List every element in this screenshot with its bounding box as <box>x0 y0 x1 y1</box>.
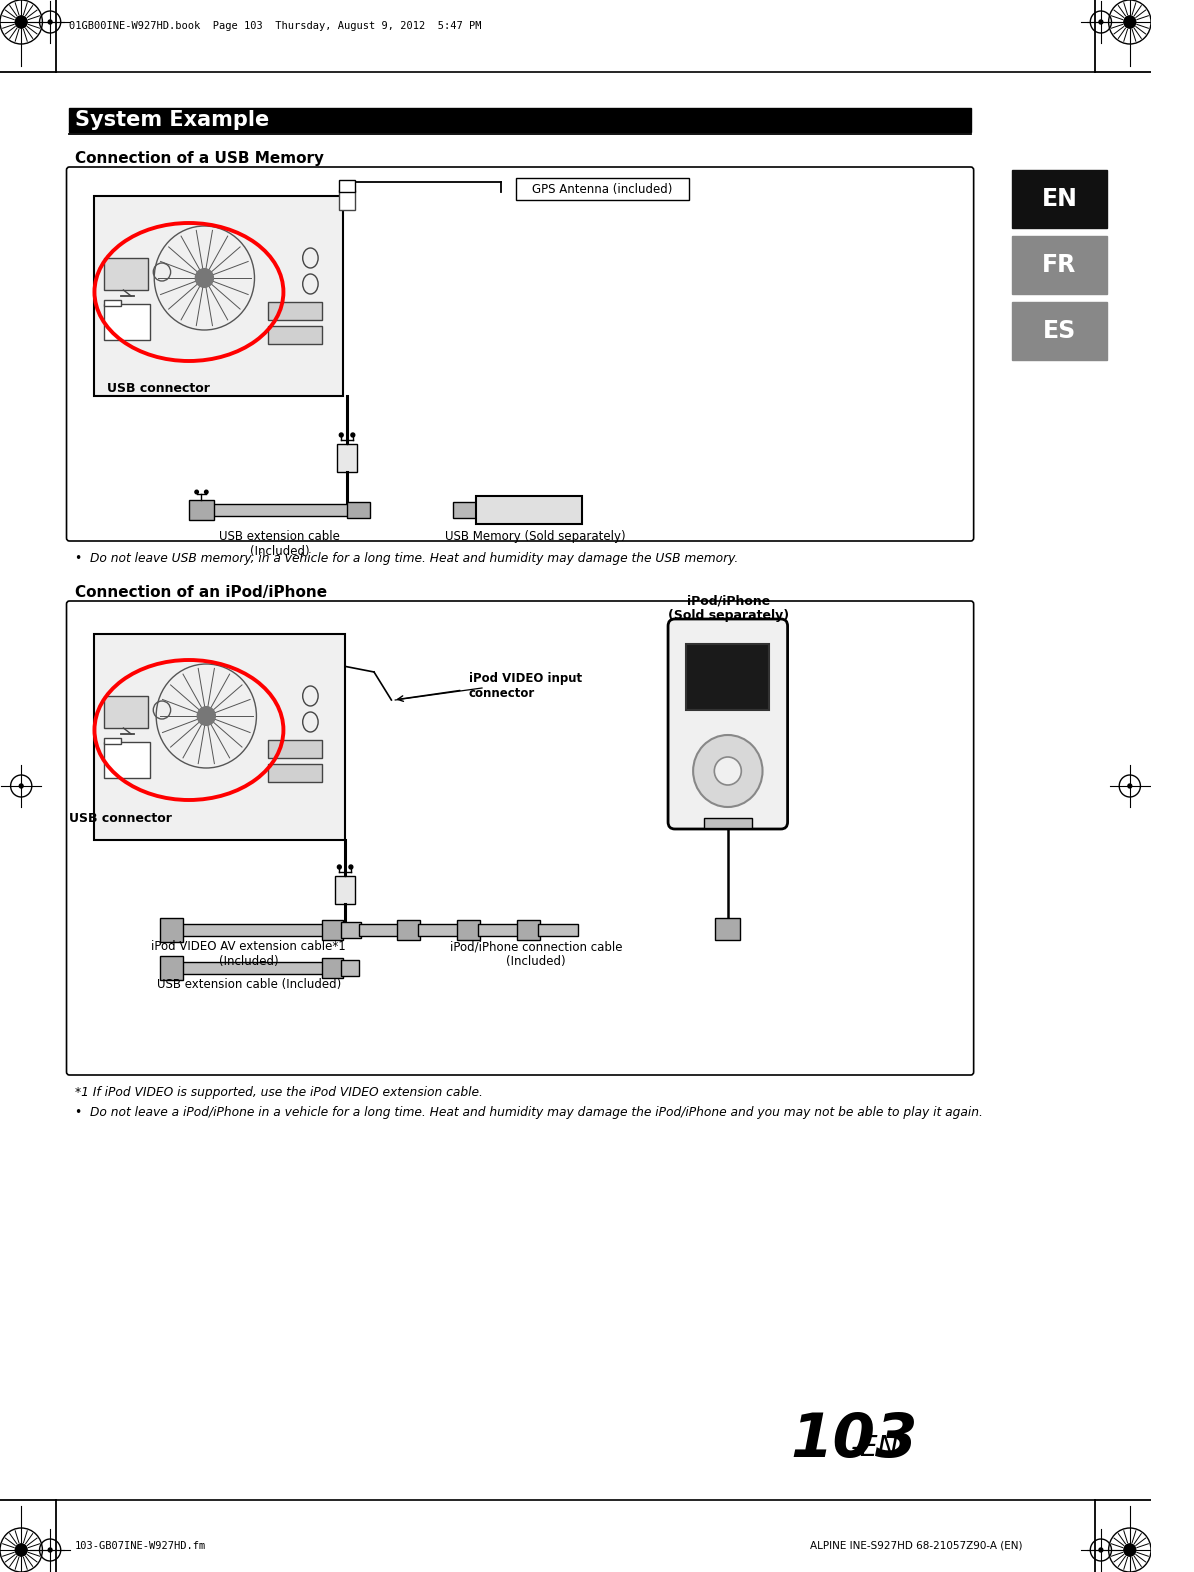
Text: -EN: -EN <box>850 1434 899 1462</box>
Text: USB Memory (Sold separately): USB Memory (Sold separately) <box>444 530 626 542</box>
Circle shape <box>1128 784 1132 788</box>
Circle shape <box>195 490 198 494</box>
FancyBboxPatch shape <box>67 167 973 541</box>
Bar <box>94 634 345 839</box>
Bar <box>181 962 324 975</box>
Circle shape <box>1098 1548 1103 1552</box>
Bar <box>104 742 150 778</box>
Text: 103-GB07INE-W927HD.fm: 103-GB07INE-W927HD.fm <box>75 1541 207 1552</box>
Text: Connection of an iPod/iPhone: Connection of an iPod/iPhone <box>75 585 327 599</box>
Circle shape <box>339 432 343 437</box>
Bar <box>1013 236 1107 294</box>
Bar <box>104 696 148 728</box>
Circle shape <box>196 269 214 288</box>
Text: USB extension cable
(Included): USB extension cable (Included) <box>220 530 340 558</box>
Bar <box>538 924 578 935</box>
Text: ES: ES <box>1042 319 1076 343</box>
Circle shape <box>714 758 741 784</box>
Bar <box>457 920 480 940</box>
Bar <box>358 924 399 935</box>
Text: 103: 103 <box>790 1410 918 1470</box>
Bar <box>322 957 343 978</box>
Circle shape <box>48 20 53 24</box>
Text: ALPINE INE-S927HD 68-21057Z90-A (EN): ALPINE INE-S927HD 68-21057Z90-A (EN) <box>810 1541 1022 1552</box>
Bar <box>517 920 540 940</box>
Circle shape <box>16 16 27 28</box>
Bar <box>213 505 349 516</box>
Bar <box>339 181 355 192</box>
Text: iPod VIDEO input
connector: iPod VIDEO input connector <box>468 671 581 700</box>
Bar <box>267 764 322 781</box>
Bar <box>1013 302 1107 360</box>
Text: USB connector: USB connector <box>69 811 172 824</box>
Text: EN: EN <box>1041 187 1077 211</box>
Text: FR: FR <box>1042 253 1077 277</box>
Bar <box>338 443 357 472</box>
Circle shape <box>351 432 355 437</box>
Circle shape <box>1124 16 1135 28</box>
Bar <box>322 920 343 940</box>
Bar <box>104 737 122 744</box>
Circle shape <box>48 1548 53 1552</box>
Text: USB extension cable (Included): USB extension cable (Included) <box>156 978 340 990</box>
Text: System Example: System Example <box>75 110 270 130</box>
FancyBboxPatch shape <box>67 601 973 1075</box>
Bar <box>160 956 183 979</box>
Bar <box>418 924 458 935</box>
Bar <box>94 196 343 396</box>
Text: USB connector: USB connector <box>107 382 210 395</box>
Circle shape <box>349 865 352 869</box>
Text: •  Do not leave USB memory, in a vehicle for a long time. Heat and humidity may : • Do not leave USB memory, in a vehicle … <box>75 552 738 564</box>
Circle shape <box>1098 20 1103 24</box>
Bar <box>336 876 355 904</box>
Bar <box>476 497 583 523</box>
Text: *1 If iPod VIDEO is supported, use the iPod VIDEO extension cable.: *1 If iPod VIDEO is supported, use the i… <box>75 1086 484 1099</box>
Bar <box>189 500 214 520</box>
FancyBboxPatch shape <box>669 619 788 828</box>
Text: Connection of a USB Memory: Connection of a USB Memory <box>75 151 325 165</box>
Bar <box>341 960 358 976</box>
Text: iPod/iPhone connection cable
(Included): iPod/iPhone connection cable (Included) <box>450 940 622 968</box>
Circle shape <box>694 736 763 806</box>
Bar <box>687 645 769 711</box>
Bar <box>453 501 478 519</box>
Text: iPod/iPhone
(Sold separately): iPod/iPhone (Sold separately) <box>669 594 789 623</box>
Bar <box>104 258 148 289</box>
Circle shape <box>1124 1544 1135 1556</box>
Circle shape <box>16 1544 27 1556</box>
Bar <box>516 178 689 200</box>
Bar <box>104 303 150 340</box>
Bar <box>715 918 740 940</box>
Bar <box>160 918 183 942</box>
Bar <box>398 920 420 940</box>
Bar <box>267 302 322 321</box>
Text: iPod VIDEO AV extension cable*1
(Included): iPod VIDEO AV extension cable*1 (Include… <box>152 940 346 968</box>
Bar <box>267 740 322 758</box>
Bar <box>104 300 122 307</box>
Text: •  Do not leave a iPod/iPhone in a vehicle for a long time. Heat and humidity ma: • Do not leave a iPod/iPhone in a vehicl… <box>75 1107 983 1119</box>
Bar <box>339 190 355 211</box>
Bar <box>69 108 971 132</box>
Bar <box>341 923 361 938</box>
Circle shape <box>204 490 208 494</box>
Bar <box>703 817 752 828</box>
Text: GPS Antenna (included): GPS Antenna (included) <box>533 182 672 195</box>
Bar <box>1013 170 1107 228</box>
Bar <box>267 325 322 344</box>
Circle shape <box>197 707 215 725</box>
Bar <box>478 924 518 935</box>
Circle shape <box>19 784 23 788</box>
Circle shape <box>338 865 341 869</box>
Text: 01GB00INE-W927HD.book  Page 103  Thursday, August 9, 2012  5:47 PM: 01GB00INE-W927HD.book Page 103 Thursday,… <box>69 20 482 31</box>
Bar <box>181 924 324 935</box>
Bar <box>347 501 370 519</box>
